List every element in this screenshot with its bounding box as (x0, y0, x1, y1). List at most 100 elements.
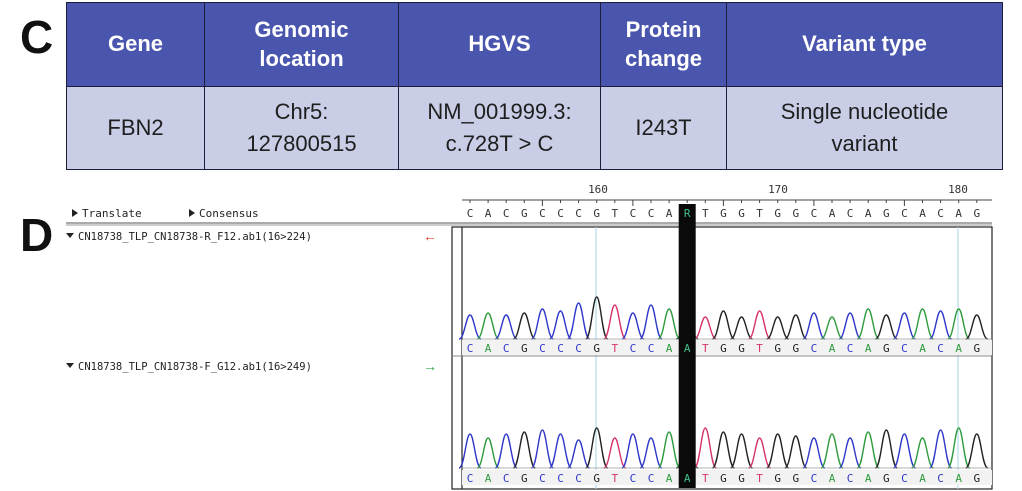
trace-2: CN18738_TLP_CN18738-F_G12.ab1(16>249) → … (66, 358, 992, 485)
variant-highlight-column (678, 204, 696, 488)
trace-1: CN18738_TLP_CN18738-R_F12.ab1(16>224) ← … (66, 228, 992, 355)
trace-peak (766, 433, 790, 469)
trace-peak (476, 437, 500, 469)
trace-peak (766, 316, 789, 340)
read-base: G (521, 472, 528, 485)
trace-peak (512, 431, 536, 469)
read-base: G (720, 472, 727, 485)
consensus-base: G (774, 207, 781, 220)
read-base: C (557, 342, 564, 355)
translate-label[interactable]: Translate (82, 207, 142, 220)
read-base: A (829, 342, 836, 355)
trace-peak (784, 435, 808, 469)
trace-peak (549, 310, 572, 340)
header-gene-line1: Gene (107, 31, 164, 57)
header-hgvs-line1: HGVS (468, 31, 531, 57)
trace-peak (712, 310, 735, 340)
translate-expand-icon[interactable] (72, 209, 78, 217)
trace-peak (928, 429, 953, 469)
consensus-base: C (557, 207, 564, 220)
consensus-base: C (503, 207, 510, 220)
read-base: G (774, 342, 781, 355)
trace-peak (693, 427, 717, 469)
trace-peak (729, 433, 754, 469)
trace-peak (929, 310, 952, 340)
trace-peak (874, 429, 898, 469)
trace-peak (748, 437, 771, 469)
read-base: G (593, 342, 600, 355)
read-base: G (973, 472, 980, 485)
read-base: T (702, 342, 709, 355)
trace-1-name[interactable]: CN18738_TLP_CN18738-R_F12.ab1(16>224) (78, 231, 312, 243)
read-base: C (648, 342, 655, 355)
cell-variant-type-line1: Single nucleotide (780, 98, 949, 124)
cell-protein-change-line1: I243T (635, 114, 692, 140)
read-base: C (811, 342, 818, 355)
trace-peak (458, 433, 482, 469)
cell-hgvs: NM_001999.3: c.728T > C (398, 85, 601, 170)
consensus-base: T (756, 207, 763, 220)
consensus-base: C (539, 207, 546, 220)
ruler-label-170: 170 (768, 183, 788, 196)
consensus-label[interactable]: Consensus (199, 207, 259, 220)
trace-peak (711, 431, 736, 469)
trace-peak (694, 316, 717, 340)
read-base: A (955, 472, 962, 485)
read-base: C (557, 472, 564, 485)
read-base: T (756, 472, 763, 485)
trace-peak (911, 437, 934, 469)
read-base: C (467, 472, 474, 485)
cell-variant-type: Single nucleotide variant (726, 85, 1003, 170)
trace-2-direction-arrow: → (423, 358, 437, 374)
read-base: C (811, 472, 818, 485)
cell-gene-line1: FBN2 (107, 114, 164, 140)
consensus-base: C (901, 207, 908, 220)
header-genomic-location-line1: Genomic (254, 16, 349, 42)
consensus-base: A (955, 207, 962, 220)
read-base: C (575, 472, 582, 485)
trace-peak (820, 316, 844, 340)
consensus-base: C (937, 207, 944, 220)
read-base: C (575, 342, 582, 355)
header-variant-type-line1: Variant type (802, 31, 927, 57)
header-protein-change: Protein change (600, 2, 727, 87)
header-variant-type: Variant type (726, 2, 1003, 87)
cell-variant-type-line2: variant (831, 130, 898, 156)
read-base: G (738, 342, 745, 355)
trace-peak (458, 314, 482, 340)
consensus-base: G (593, 207, 600, 220)
trace-1-collapse-icon[interactable] (66, 233, 74, 238)
consensus-base: C (648, 207, 655, 220)
consensus-base: R (684, 207, 691, 220)
read-base: G (792, 342, 799, 355)
cell-gene: FBN2 (66, 85, 205, 170)
cell-protein-change: I243T (600, 85, 727, 170)
read-base: G (792, 472, 799, 485)
header-hgvs: HGVS (398, 2, 601, 87)
consensus-expand-icon[interactable] (189, 209, 195, 217)
read-base: C (630, 472, 637, 485)
trace-peak (965, 433, 989, 469)
read-base: C (937, 342, 944, 355)
header-protein-change-line2: change (624, 46, 703, 72)
read-base: C (630, 342, 637, 355)
trace-peak (585, 427, 609, 469)
cell-hgvs-line2: c.728T > C (445, 130, 554, 156)
read-base: A (485, 342, 492, 355)
consensus-base: C (811, 207, 818, 220)
header-genomic-location: Genomic location (204, 2, 399, 87)
header-gene: Gene (66, 2, 205, 87)
read-base: A (666, 342, 673, 355)
table-header-row: Gene Genomic location HGVS Protein change … (66, 2, 1003, 87)
trace-2-collapse-icon[interactable] (66, 363, 74, 368)
trace-peak (838, 437, 862, 469)
read-base: C (901, 342, 908, 355)
read-base: G (738, 472, 745, 485)
trace-peak (965, 314, 989, 340)
trace-2-name[interactable]: CN18738_TLP_CN18738-F_G12.ab1(16>249) (78, 361, 312, 373)
read-base: G (593, 472, 600, 485)
read-base: A (919, 472, 926, 485)
